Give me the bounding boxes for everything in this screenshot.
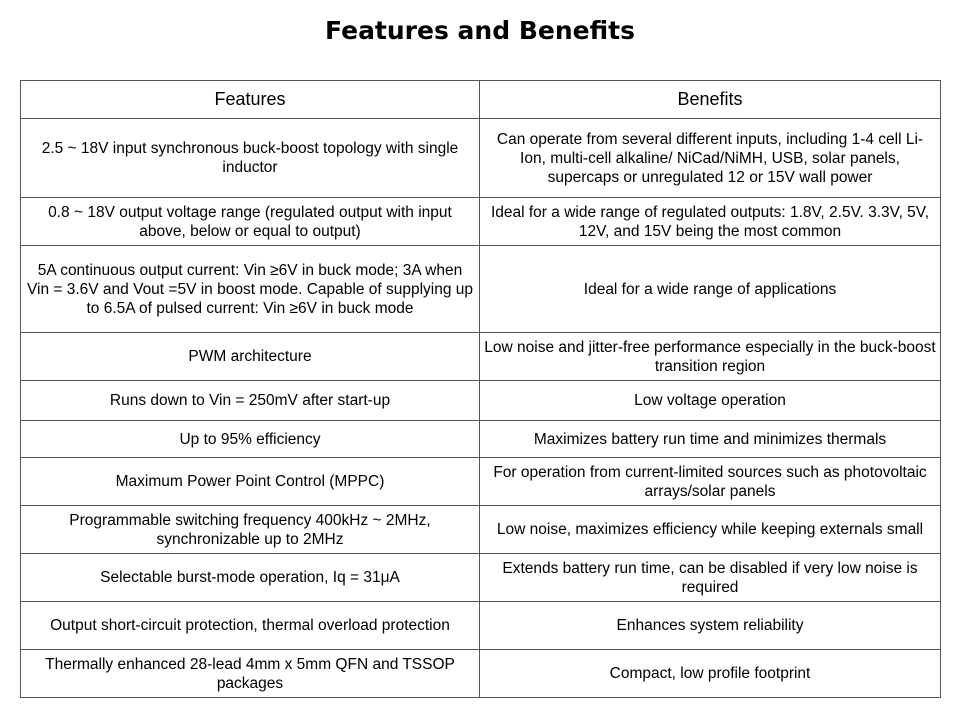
feature-cell: Maximum Power Point Control (MPPC) [20,457,480,506]
feature-cell: Up to 95% efficiency [20,420,480,458]
feature-cell: 2.5 ~ 18V input synchronous buck-boost t… [20,118,480,198]
feature-cell: Programmable switching frequency 400kHz … [20,505,480,554]
feature-cell: 0.8 ~ 18V output voltage range (regulate… [20,197,480,246]
feature-cell: PWM architecture [20,332,480,381]
feature-cell: Selectable burst-mode operation, Iq = 31… [20,553,480,602]
table-header-row: Features Benefits [20,80,941,119]
slide-title: Features and Benefits [325,16,635,45]
table-row: Thermally enhanced 28-lead 4mm x 5mm QFN… [20,649,941,698]
header-features: Features [20,80,480,119]
benefit-cell: For operation from current-limited sourc… [479,457,941,506]
benefit-cell: Low noise, maximizes efficiency while ke… [479,505,941,554]
benefit-cell: Can operate from several different input… [479,118,941,198]
header-benefits: Benefits [479,80,941,119]
table-row: 5A continuous output current: Vin ≥6V in… [20,245,941,333]
benefit-cell: Ideal for a wide range of regulated outp… [479,197,941,246]
table-row: Runs down to Vin = 250mV after start-up L… [20,380,941,421]
feature-cell: 5A continuous output current: Vin ≥6V in… [20,245,480,333]
feature-cell: Runs down to Vin = 250mV after start-up [20,380,480,421]
benefit-cell: Ideal for a wide range of applications [479,245,941,333]
benefit-cell: Compact, low profile footprint [479,649,941,698]
benefit-cell: Extends battery run time, can be disable… [479,553,941,602]
features-benefits-table: Features Benefits 2.5 ~ 18V input synchr… [20,80,941,698]
table-row: 0.8 ~ 18V output voltage range (regulate… [20,197,941,246]
feature-cell: Thermally enhanced 28-lead 4mm x 5mm QFN… [20,649,480,698]
table-row: PWM architecture Low noise and jitter-fre… [20,332,941,381]
table-row: Up to 95% efficiency Maximizes battery ru… [20,420,941,458]
table-row: Maximum Power Point Control (MPPC) For op… [20,457,941,506]
table-row: Selectable burst-mode operation, Iq = 31… [20,553,941,602]
table-row: Output short-circuit protection, thermal… [20,601,941,650]
table-row: Programmable switching frequency 400kHz … [20,505,941,554]
benefit-cell: Enhances system reliability [479,601,941,650]
feature-cell: Output short-circuit protection, thermal… [20,601,480,650]
benefit-cell: Low voltage operation [479,380,941,421]
benefit-cell: Maximizes battery run time and minimizes… [479,420,941,458]
benefit-cell: Low noise and jitter-free performance es… [479,332,941,381]
table-row: 2.5 ~ 18V input synchronous buck-boost t… [20,118,941,198]
